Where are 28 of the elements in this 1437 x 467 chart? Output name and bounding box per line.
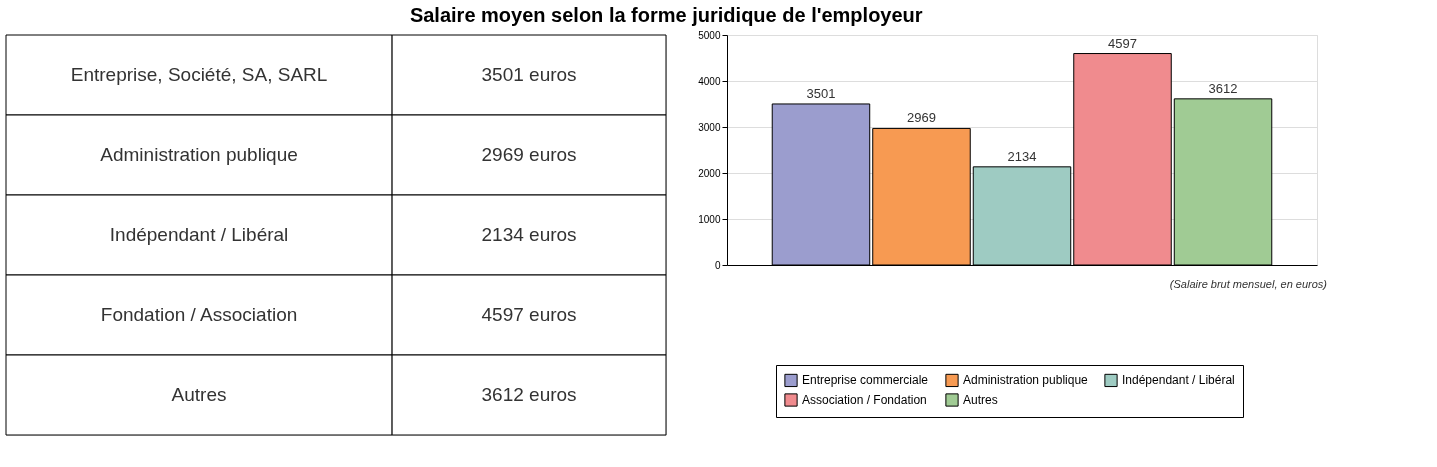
text: Autres xyxy=(171,384,227,405)
legend-label: Association / Fondation xyxy=(802,393,927,407)
legend-label: Indépendant / Libéral xyxy=(1122,373,1235,388)
data-label: 3612 xyxy=(1208,80,1238,96)
legend-label: Autres xyxy=(963,393,998,407)
text: Fondation / Association xyxy=(100,304,298,325)
data-label: 2969 xyxy=(907,110,936,126)
y-tick-label: 4000 xyxy=(698,75,721,87)
text: 3501 euros xyxy=(481,64,577,85)
text: 2969 euros xyxy=(481,144,577,165)
data-label: 2134 xyxy=(1007,148,1037,164)
data-label: 3501 xyxy=(806,85,836,101)
text: Salaire moyen selon la forme juridique de l'employeur xyxy=(409,3,923,26)
text: 4597 euros xyxy=(481,304,577,325)
text: Entreprise, Société, SA, SARL xyxy=(70,64,328,85)
text: (Salaire brut mensuel, en euros) xyxy=(1169,278,1328,290)
data-label: 4597 xyxy=(1108,35,1137,51)
legend-label: Entreprise commerciale xyxy=(802,373,929,388)
y-tick-label: 2000 xyxy=(698,167,721,179)
text: Indépendant / Libéral xyxy=(109,224,289,245)
y-tick-label: 5000 xyxy=(698,29,721,41)
y-tick-label: 0 xyxy=(714,259,721,271)
y-tick-label: 1000 xyxy=(698,213,721,225)
y-tick-label: 3000 xyxy=(698,121,721,133)
text: 2134 euros xyxy=(481,224,577,245)
legend-label: Administration publique xyxy=(963,373,1089,388)
text: 3612 euros xyxy=(481,384,577,405)
text: Administration publique xyxy=(100,144,298,165)
